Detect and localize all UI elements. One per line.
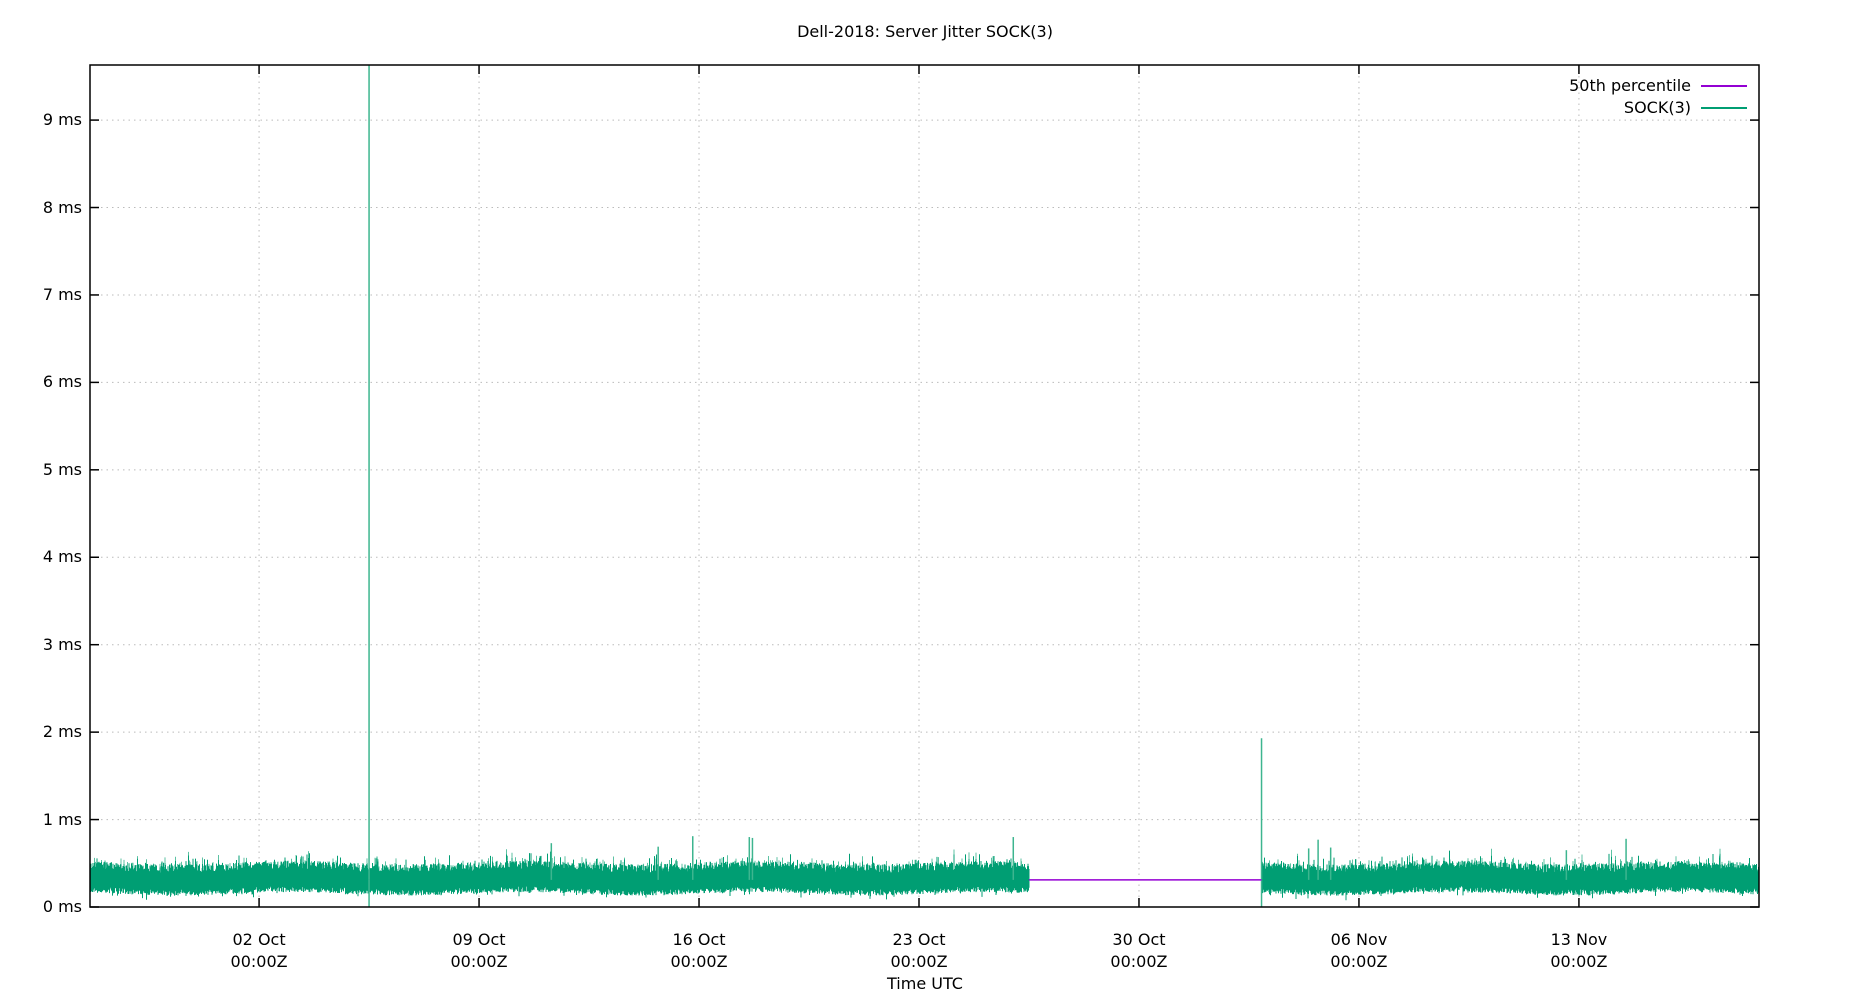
y-tick-label: 0 ms (42, 897, 82, 916)
x-tick-time: 00:00Z (890, 952, 948, 971)
x-tick-label: 06 Nov 00:00Z (1289, 929, 1429, 973)
x-tick-label: 02 Oct 00:00Z (189, 929, 329, 973)
legend-swatch-green (1701, 106, 1747, 109)
axis-ticks (90, 65, 1759, 908)
legend: 50th percentile SOCK(3) (1450, 76, 1747, 120)
x-tick-date: 16 Oct (672, 930, 726, 949)
x-tick-label: 23 Oct 00:00Z (849, 929, 989, 973)
legend-label: 50th percentile (1569, 76, 1691, 95)
x-tick-time: 00:00Z (450, 952, 508, 971)
x-tick-time: 00:00Z (1550, 952, 1608, 971)
x-tick-time: 00:00Z (1110, 952, 1168, 971)
sock3-series-band (89, 851, 1030, 900)
y-tick-label: 2 ms (42, 722, 82, 742)
x-tick-date: 02 Oct (232, 930, 286, 949)
legend-label: SOCK(3) (1623, 98, 1691, 117)
y-tick-label: 8 ms (42, 197, 82, 217)
y-tick-label: 7 ms (42, 284, 82, 304)
y-tick-label: 9 ms (42, 110, 82, 130)
legend-swatch-purple (1701, 84, 1747, 87)
x-tick-label: 09 Oct 00:00Z (409, 929, 549, 973)
x-tick-date: 23 Oct (892, 930, 946, 949)
plot-data (89, 65, 1760, 907)
y-tick-label: 6 ms (42, 372, 82, 392)
x-tick-date: 06 Nov (1330, 930, 1388, 949)
y-tick-label: 1 ms (42, 809, 82, 829)
plot-frame (89, 64, 1760, 908)
y-tick-label: 5 ms (42, 459, 82, 479)
x-tick-time: 00:00Z (670, 952, 728, 971)
x-tick-time: 00:00Z (1330, 952, 1388, 971)
x-tick-time: 00:00Z (230, 952, 288, 971)
sock3-series-band (1261, 850, 1760, 901)
chart-title: Dell-2018: Server Jitter SOCK(3) (797, 22, 1053, 41)
x-tick-date: 09 Oct (452, 930, 506, 949)
grid-lines (90, 65, 1759, 907)
legend-entry-50th-percentile: 50th percentile (1569, 76, 1747, 95)
legend-entry-sock3: SOCK(3) (1624, 98, 1747, 117)
x-axis-title: Time UTC (887, 974, 963, 993)
y-tick-label: 3 ms (42, 634, 82, 654)
x-tick-date: 30 Oct (1112, 930, 1166, 949)
x-tick-date: 13 Nov (1550, 930, 1608, 949)
x-tick-label: 16 Oct 00:00Z (629, 929, 769, 973)
y-tick-label: 4 ms (42, 547, 82, 567)
x-tick-label: 13 Nov 00:00Z (1509, 929, 1649, 973)
x-tick-label: 30 Oct 00:00Z (1069, 929, 1209, 973)
